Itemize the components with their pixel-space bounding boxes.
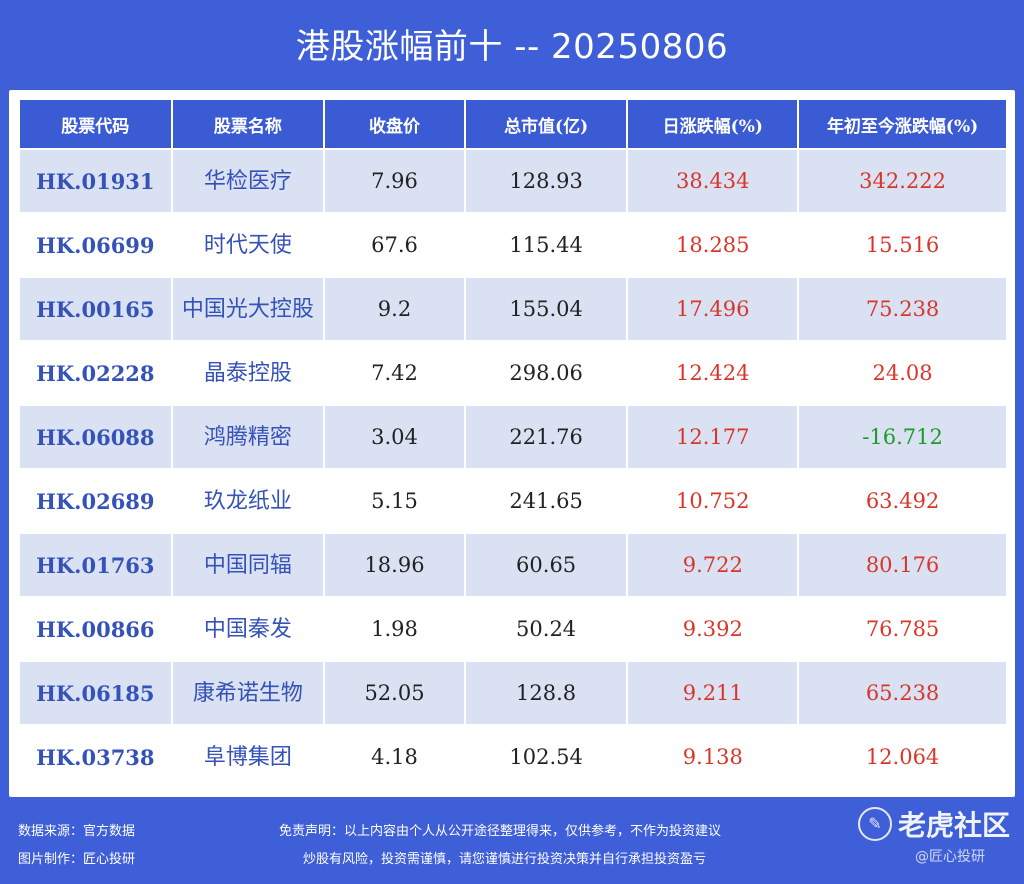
watermark-author: @匠心投研 [915,849,985,865]
stock-name: 中国同辐 [172,534,324,596]
disclaimer-line-2: 炒股有风险，投资需谨慎，请您谨慎进行投资决策并自行承担投资盈亏 [303,852,707,867]
stock-code: HK.01763 [20,534,171,596]
ytd-change: 63.492 [799,470,1006,532]
stock-code: HK.06185 [20,662,171,724]
close-price: 5.15 [325,470,464,532]
table-row: HK.06699 时代天使 67.6 115.44 18.285 15.516 [20,214,1006,276]
page-title: 港股涨幅前十 -- 20250806 [295,27,729,67]
table-row: HK.00866 中国秦发 1.98 50.24 9.392 76.785 [20,598,1006,660]
market-cap: 298.06 [465,342,627,404]
table-row: HK.06088 鸿腾精密 3.04 221.76 12.177 -16.712 [20,406,1006,468]
market-cap: 221.76 [465,406,627,468]
daily-change: 12.177 [628,406,798,468]
close-price: 9.2 [325,278,464,340]
stock-code: HK.00165 [20,278,171,340]
watermark: 老虎社区 [898,809,1011,842]
ytd-change: 65.238 [799,662,1006,724]
ytd-change: 12.064 [799,726,1006,788]
close-price: 52.05 [325,662,464,724]
ytd-change: 75.238 [799,278,1006,340]
stock-code: HK.02689 [20,470,171,532]
market-cap: 115.44 [465,214,627,276]
stock-code: HK.02228 [20,342,171,404]
market-cap: 60.65 [465,534,627,596]
stock-code: HK.03738 [20,726,171,788]
table-row: HK.03738 阜博集团 4.18 102.54 9.138 12.064 [20,726,1006,788]
daily-change: 9.392 [628,598,798,660]
table-row: HK.06185 康希诺生物 52.05 128.8 9.211 65.238 [20,662,1006,724]
footer: 数据来源：官方数据 图片制作：匠心投研 免责声明：以上内容由个人从公开途径整理得… [0,805,1024,884]
stock-code: HK.01931 [20,150,171,212]
header-code: 股票代码 [20,100,171,148]
header-market-cap: 总市值(亿) [465,100,627,148]
table-row: HK.02228 晶泰控股 7.42 298.06 12.424 24.08 [20,342,1006,404]
stock-name: 康希诺生物 [172,662,324,724]
market-cap: 155.04 [465,278,627,340]
market-cap: 241.65 [465,470,627,532]
close-price: 7.42 [325,342,464,404]
header-name: 股票名称 [172,100,324,148]
daily-change: 38.434 [628,150,798,212]
disclaimer-line-1: 免责声明：以上内容由个人从公开途径整理得来，仅供参考，不作为投资建议 [279,824,722,839]
close-price: 3.04 [325,406,464,468]
ytd-change: 342.222 [799,150,1006,212]
top-gainers-table: 股票代码 股票名称 收盘价 总市值(亿) 日涨跌幅(%) 年初至今涨跌幅(%) … [18,98,1008,790]
ytd-change: 15.516 [799,214,1006,276]
table-row: HK.01931 华检医疗 7.96 128.93 38.434 342.222 [20,150,1006,212]
ytd-change: 76.785 [799,598,1006,660]
stock-name: 时代天使 [172,214,324,276]
close-price: 18.96 [325,534,464,596]
close-price: 7.96 [325,150,464,212]
daily-change: 9.211 [628,662,798,724]
daily-change: 10.752 [628,470,798,532]
close-price: 67.6 [325,214,464,276]
ytd-change: 24.08 [799,342,1006,404]
close-price: 4.18 [325,726,464,788]
daily-change: 9.138 [628,726,798,788]
table-row: HK.02689 玖龙纸业 5.15 241.65 10.752 63.492 [20,470,1006,532]
stock-name: 阜博集团 [172,726,324,788]
header-daily-change: 日涨跌幅(%) [628,100,798,148]
daily-change: 17.496 [628,278,798,340]
stock-name: 中国光大控股 [172,278,324,340]
table-row: HK.00165 中国光大控股 9.2 155.04 17.496 75.238 [20,278,1006,340]
stock-name: 鸿腾精密 [172,406,324,468]
stock-code: HK.00866 [20,598,171,660]
ytd-change: 80.176 [799,534,1006,596]
stock-table-panel: 股票代码 股票名称 收盘价 总市值(亿) 日涨跌幅(%) 年初至今涨跌幅(%) … [9,90,1015,797]
table-header-row: 股票代码 股票名称 收盘价 总市值(亿) 日涨跌幅(%) 年初至今涨跌幅(%) [20,100,1006,148]
image-maker: 图片制作：匠心投研 [18,852,136,867]
daily-change: 9.722 [628,534,798,596]
stock-code: HK.06699 [20,214,171,276]
header-ytd-change: 年初至今涨跌幅(%) [799,100,1006,148]
stock-name: 中国秦发 [172,598,324,660]
daily-change: 18.285 [628,214,798,276]
header-close: 收盘价 [325,100,464,148]
close-price: 1.98 [325,598,464,660]
table-row: HK.01763 中国同辐 18.96 60.65 9.722 80.176 [20,534,1006,596]
daily-change: 12.424 [628,342,798,404]
market-cap: 50.24 [465,598,627,660]
stock-name: 华检医疗 [172,150,324,212]
stock-name: 晶泰控股 [172,342,324,404]
stock-name: 玖龙纸业 [172,470,324,532]
ytd-change: -16.712 [799,406,1006,468]
market-cap: 128.93 [465,150,627,212]
market-cap: 102.54 [465,726,627,788]
tiger-logo-icon: ✎ [858,807,892,841]
data-source: 数据来源：官方数据 [18,824,136,839]
stock-code: HK.06088 [20,406,171,468]
market-cap: 128.8 [465,662,627,724]
